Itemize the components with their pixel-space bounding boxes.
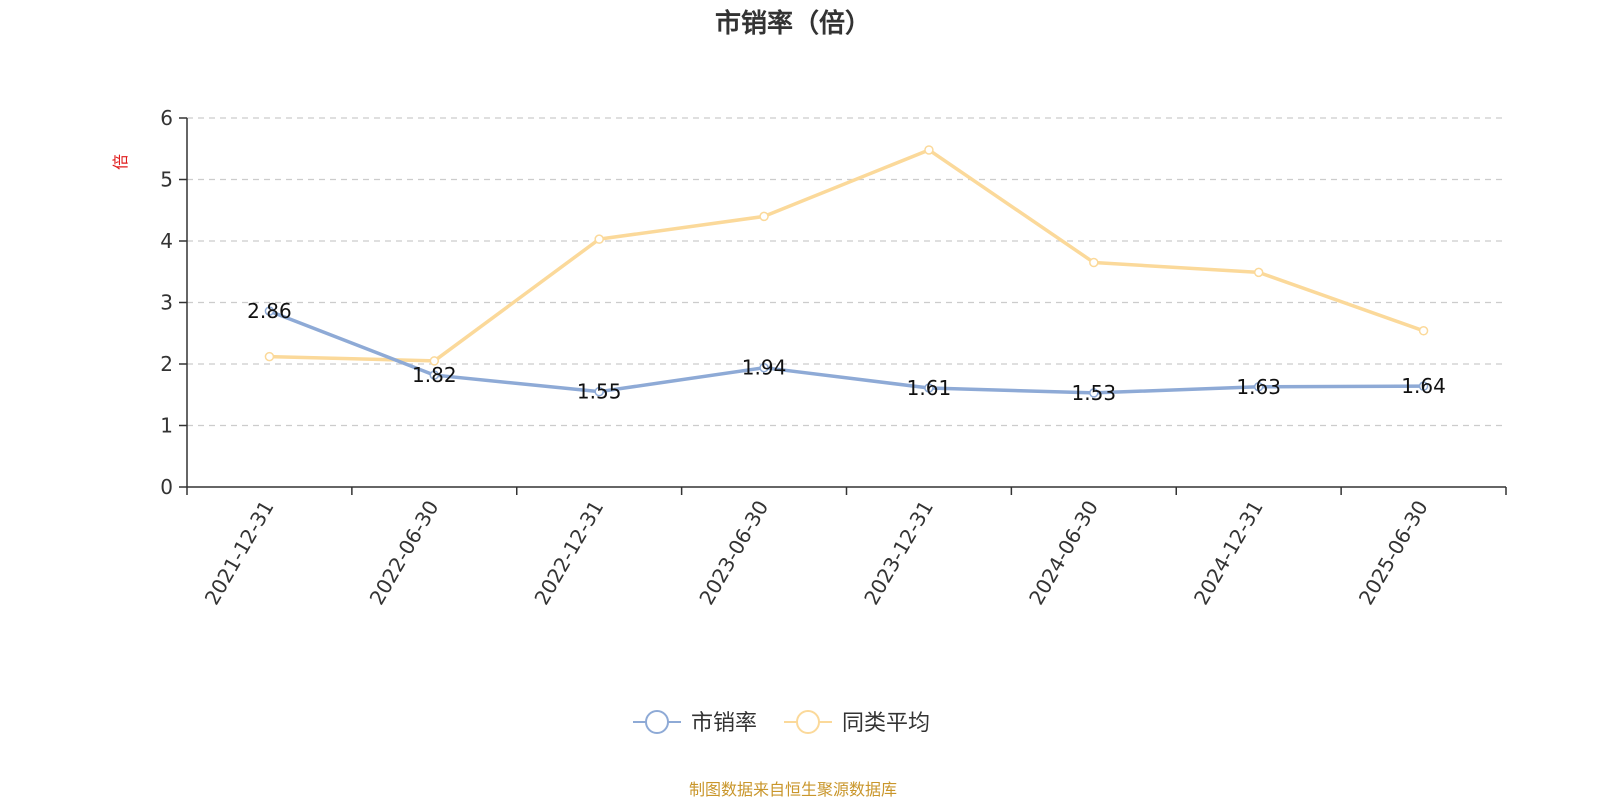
data-label: 1.82: [412, 363, 457, 387]
data-point: [594, 234, 604, 244]
y-tick-label: 0: [160, 475, 173, 499]
x-tick-label: 2023-12-31: [859, 496, 938, 609]
data-label: 1.61: [907, 376, 952, 400]
series-line: [268, 309, 1424, 395]
data-point: [1418, 326, 1429, 336]
data-point: [1089, 388, 1099, 398]
data-point: [1253, 267, 1264, 278]
y-tick-label: 5: [160, 168, 173, 192]
x-tick-label: 2023-06-30: [694, 496, 773, 609]
y-tick-label: 3: [160, 291, 173, 315]
data-point: [1089, 257, 1099, 268]
x-tick-label: 2022-12-31: [529, 496, 608, 609]
data-point: [1418, 381, 1429, 391]
data-point: [924, 383, 934, 393]
data-point: [429, 356, 440, 366]
legend-label[interactable]: 同类平均: [842, 711, 930, 736]
x-tick-label: 2021-12-31: [200, 496, 279, 609]
data-point: [264, 306, 275, 316]
x-tick-label: 2024-06-30: [1024, 496, 1103, 609]
data-point: [594, 386, 604, 397]
data-point: [759, 211, 769, 222]
x-tick-label: 2022-06-30: [365, 496, 444, 609]
x-axis-ticks: 2021-12-31 2022-06-30 2022-12-31 2023-06-30…: [186, 487, 1507, 609]
y-tick-label: 2: [160, 352, 173, 376]
y-axis-unit: 倍: [111, 154, 130, 170]
data-point: [264, 351, 275, 362]
legend-marker[interactable]: [796, 710, 820, 734]
data-point: [924, 145, 934, 155]
data-labels: 2.86 1.82 1.55 1.94 1.61 1.53 1.63 1.64: [247, 299, 1446, 405]
data-point: [429, 370, 440, 380]
data-label: 1.53: [1072, 381, 1117, 405]
source-note: 制图数据来自恒生聚源数据库: [689, 780, 897, 799]
data-label: 1.94: [742, 356, 787, 380]
y-tick-label: 4: [160, 229, 173, 253]
data-label: 1.64: [1401, 374, 1446, 398]
legend-label[interactable]: 市销率: [691, 711, 757, 736]
x-tick-label: 2025-06-30: [1354, 496, 1433, 609]
data-label: 2.86: [247, 299, 292, 323]
series-line: [269, 148, 1425, 363]
data-label: 1.55: [577, 380, 622, 404]
data-point: [759, 362, 769, 373]
x-tick-label: 2024-12-31: [1189, 496, 1268, 609]
data-label: 1.63: [1236, 375, 1281, 399]
data-point: [1253, 382, 1264, 392]
axes: [186, 118, 1506, 488]
y-tick-label: 6: [160, 106, 173, 130]
chart-title: 市销率（倍）: [715, 8, 871, 39]
legend[interactable]: 市销率 同类平均: [633, 710, 930, 736]
y-tick-label: 1: [160, 414, 173, 438]
series-group: [264, 145, 1429, 398]
y-axis-ticks: 0 1 2 3 4 5 6: [160, 106, 187, 499]
legend-marker[interactable]: [645, 710, 669, 734]
